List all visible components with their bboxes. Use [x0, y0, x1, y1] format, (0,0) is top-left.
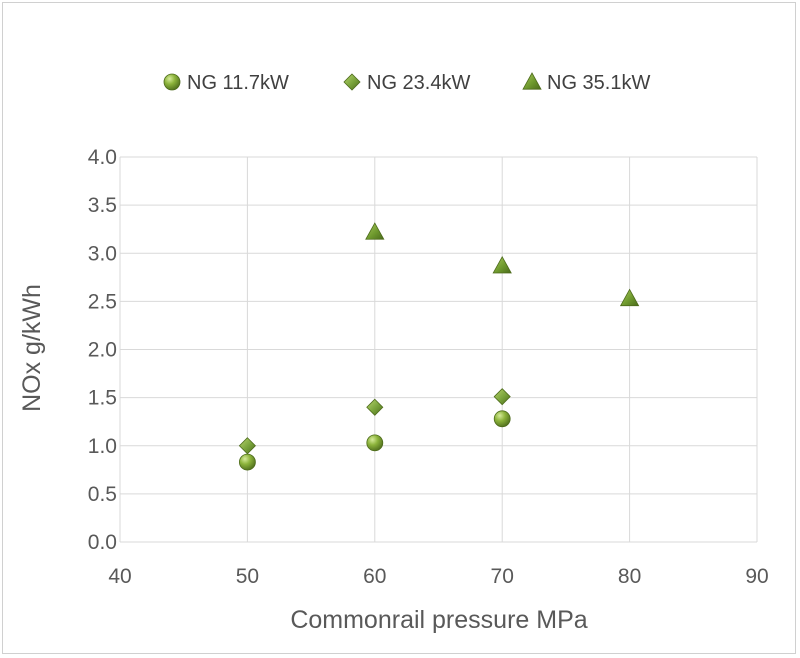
legend-label: NG 11.7kW — [187, 72, 289, 94]
x-tick-label: 80 — [618, 565, 641, 588]
y-tick-label: 2.0 — [88, 339, 117, 362]
grid — [119, 156, 758, 543]
x-tick-label: 60 — [363, 565, 386, 588]
y-tick-label: 3.5 — [88, 194, 117, 217]
legend-item-3: NG 35.1kW — [522, 72, 650, 94]
data-point-triangle — [365, 222, 385, 240]
y-tick-label: 1.5 — [88, 387, 117, 410]
y-axis-ticks: 0.0 0.5 1.0 1.5 2.0 2.5 3.0 3.5 4.0 — [88, 146, 117, 554]
y-tick-label: 4.0 — [88, 146, 117, 169]
y-axis-title: NOx g/kWh — [18, 284, 46, 412]
data-point-triangle — [492, 255, 512, 274]
data-point-diamond — [238, 437, 256, 455]
legend-item-1: NG 11.7kW — [163, 72, 289, 94]
legend-label: NG 35.1kW — [547, 72, 650, 94]
data-point-circle — [493, 410, 511, 428]
legend: NG 11.7kW NG 23.4kW NG 35.1kW — [163, 72, 650, 94]
legend-item-2: NG 23.4kW — [343, 72, 470, 94]
y-tick-label: 0.5 — [88, 483, 117, 506]
data-point-diamond — [493, 388, 511, 406]
legend-marker-circle — [163, 73, 181, 91]
x-tick-label: 70 — [491, 565, 514, 588]
data-point-circle — [366, 434, 384, 452]
series-2-points — [238, 388, 511, 455]
data-points — [238, 222, 640, 471]
legend-label: NG 23.4kW — [367, 72, 470, 94]
data-point-triangle — [619, 288, 640, 307]
y-tick-label: 1.0 — [88, 435, 117, 458]
y-tick-label: 2.5 — [88, 290, 117, 313]
legend-marker-triangle — [522, 72, 542, 90]
data-point-diamond — [366, 398, 384, 416]
data-point-circle — [238, 453, 256, 471]
x-axis-title: Commonrail pressure MPa — [290, 606, 587, 634]
legend-marker-diamond — [343, 73, 361, 91]
x-tick-label: 90 — [745, 565, 768, 588]
x-tick-label: 40 — [108, 565, 131, 588]
y-tick-label: 3.0 — [88, 242, 117, 265]
x-axis-ticks: 40 50 60 70 80 90 — [108, 565, 768, 588]
x-tick-label: 50 — [236, 565, 259, 588]
series-3-points — [365, 222, 640, 307]
y-tick-label: 0.0 — [88, 531, 117, 554]
